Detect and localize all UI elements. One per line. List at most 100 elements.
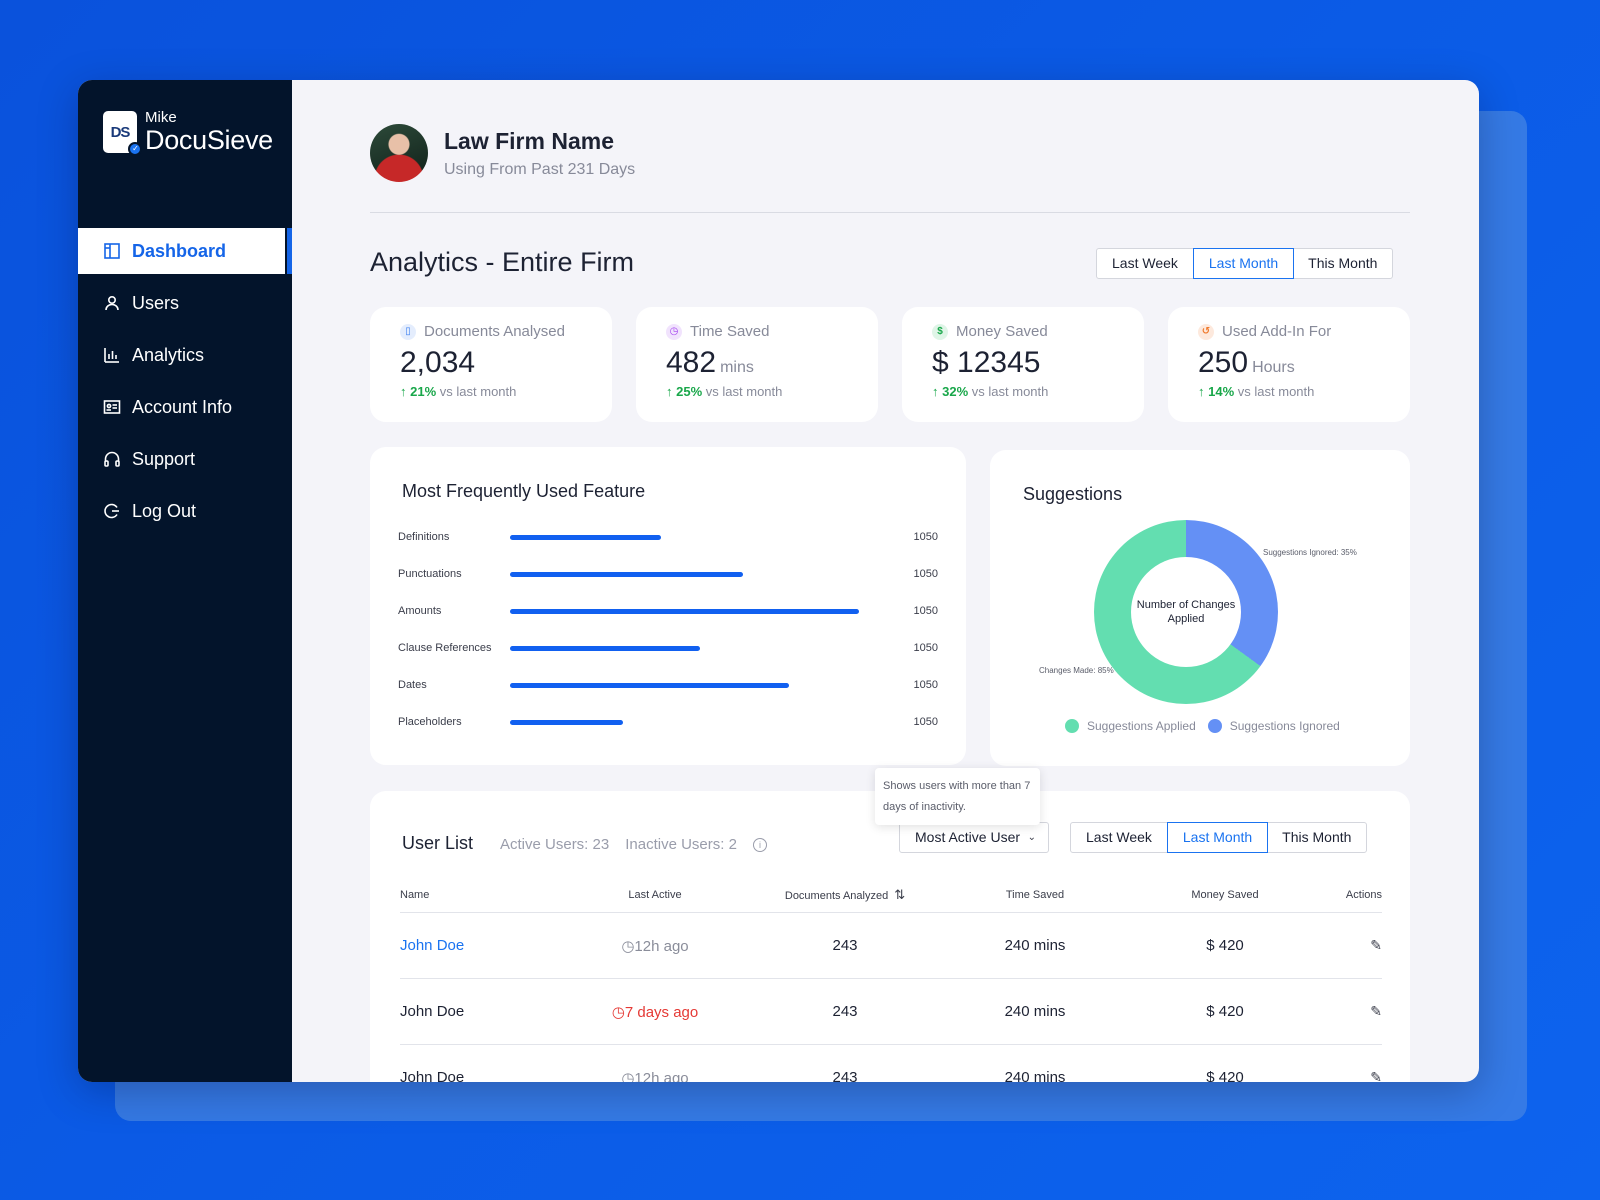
- sidebar-item-label: Support: [132, 448, 196, 469]
- feature-bar-track: [510, 645, 898, 651]
- col-documents[interactable]: Documents Analyzed ⇅: [730, 887, 960, 903]
- info-icon[interactable]: i: [752, 837, 767, 852]
- brand-small-text: Mike: [145, 109, 177, 126]
- inactive-users-count: Inactive Users: 2: [625, 836, 737, 853]
- user-table: Name Last Active Documents Analyzed ⇅ Tim…: [400, 877, 1382, 1082]
- col-money-saved[interactable]: Money Saved: [1191, 888, 1259, 901]
- documents-analyzed: 243: [832, 1003, 858, 1020]
- time-saved: 240 mins: [1004, 937, 1066, 954]
- range-last-week[interactable]: Last Week: [1071, 823, 1168, 852]
- user-range-selector: Last Week Last Month This Month: [1070, 822, 1368, 853]
- dollar-icon: $: [932, 323, 948, 340]
- analytics-range-selector: Last Week Last Month This Month: [1096, 248, 1394, 279]
- row-actions: ✎: [1340, 1069, 1382, 1082]
- stat-delta-value: 25%: [676, 384, 703, 399]
- col-name[interactable]: Name: [400, 888, 430, 901]
- clock-icon: ◷: [621, 937, 635, 955]
- user-name[interactable]: John Doe: [400, 1069, 465, 1082]
- table-header: Name Last Active Documents Analyzed ⇅ Tim…: [400, 877, 1382, 913]
- stat-cards: ▯ Documents Analysed 2,034 ↑ 21% vs last…: [370, 307, 1410, 422]
- money-saved: $ 420: [1206, 937, 1244, 954]
- feature-bar: [510, 534, 662, 540]
- last-active: ◷7 days ago: [580, 1003, 730, 1021]
- user-icon: [102, 293, 122, 313]
- col-last-active[interactable]: Last Active: [628, 888, 682, 901]
- range-last-month[interactable]: Last Month: [1166, 822, 1269, 853]
- chart-legend: Suggestions Applied Suggestions Ignored: [1065, 719, 1352, 733]
- row-actions: ✎: [1340, 1003, 1382, 1020]
- clock-icon: ◷: [666, 323, 682, 340]
- stat-label: Money Saved: [956, 323, 1048, 340]
- sidebar-item-users[interactable]: Users: [78, 280, 292, 326]
- feature-value: 1050: [913, 531, 938, 543]
- table-row[interactable]: John Doe ◷7 days ago 243 240 mins $ 420 ✎: [400, 979, 1382, 1045]
- avatar[interactable]: [370, 124, 428, 182]
- legend-label: Suggestions Ignored: [1229, 719, 1340, 733]
- row-actions: ✎: [1340, 937, 1382, 954]
- bar-chart-icon: [102, 345, 122, 365]
- stat-value: 250: [1198, 346, 1249, 379]
- range-last-week[interactable]: Last Week: [1097, 249, 1194, 278]
- stat-card-time-saved: ◷ Time Saved 482 mins ↑ 25% vs last month: [636, 307, 878, 422]
- inactivity-tooltip: Shows users with more than 7 days of ina…: [875, 768, 1040, 825]
- table-row[interactable]: John Doe ◷12h ago 243 240 mins $ 420 ✎: [400, 913, 1382, 979]
- feature-bar-track: [510, 682, 898, 688]
- dashboard-icon: [102, 241, 122, 261]
- stat-card-money-saved: $ Money Saved $ 12345 ↑ 32% vs last mont…: [902, 307, 1144, 422]
- money-saved: $ 420: [1206, 1003, 1244, 1020]
- user-name[interactable]: John Doe: [400, 937, 465, 954]
- stat-value: 482: [666, 346, 717, 379]
- stat-card-documents: ▯ Documents Analysed 2,034 ↑ 21% vs last…: [370, 307, 612, 422]
- range-last-month[interactable]: Last Month: [1192, 248, 1295, 279]
- check-icon: ✓: [128, 142, 142, 156]
- user-name[interactable]: John Doe: [400, 1003, 465, 1020]
- feature-label: Punctuations: [398, 568, 462, 580]
- stat-label: Used Add-In For: [1222, 323, 1332, 340]
- clock-icon: ◷: [621, 1069, 635, 1083]
- range-this-month[interactable]: This Month: [1308, 255, 1378, 271]
- sidebar: DS ✓ Mike DocuSieve Dashboard Users: [78, 80, 292, 1082]
- suggestions-donut-chart: Number of Changes Applied: [1094, 520, 1278, 704]
- sort-select[interactable]: Most Active User ⌄: [899, 822, 1049, 853]
- last-active-text: 12h ago: [634, 937, 689, 955]
- table-row[interactable]: John Doe ◷12h ago 243 240 mins $ 420 ✎: [400, 1045, 1382, 1082]
- user-counts: Active Users: 23 Inactive Users: 2 i: [500, 836, 783, 853]
- feature-bar: [510, 645, 701, 651]
- suggestions-title: Suggestions: [1023, 484, 1123, 504]
- col-actions: Actions: [1345, 888, 1382, 901]
- id-card-icon: [102, 397, 122, 417]
- feature-row: Clause References 1050: [398, 640, 938, 656]
- stat-label: Documents Analysed: [424, 323, 565, 340]
- edit-icon[interactable]: ✎: [1370, 1003, 1382, 1019]
- stat-delta-percent: ↑ 14%: [1198, 384, 1235, 399]
- firm-profile: Law Firm Name Using From Past 231 Days: [370, 124, 635, 182]
- time-saved: 240 mins: [1004, 1003, 1066, 1020]
- brand-logo[interactable]: DS ✓ Mike DocuSieve: [103, 109, 273, 156]
- stat-delta-value: 21%: [410, 384, 437, 399]
- sidebar-item-log-out[interactable]: Log Out: [78, 488, 292, 534]
- feature-value: 1050: [913, 642, 938, 654]
- feature-label: Clause References: [398, 642, 492, 654]
- user-list-title: User List: [402, 833, 474, 853]
- edit-icon[interactable]: ✎: [1370, 937, 1382, 953]
- stat-delta-percent: ↑ 21%: [400, 384, 437, 399]
- stat-delta-text: vs last month: [1237, 384, 1315, 399]
- sidebar-item-account-info[interactable]: Account Info: [78, 384, 292, 430]
- edit-icon[interactable]: ✎: [1370, 1069, 1382, 1082]
- legend-swatch: [1065, 719, 1079, 733]
- range-this-month[interactable]: This Month: [1282, 829, 1352, 845]
- feature-value: 1050: [913, 716, 938, 728]
- feature-value: 1050: [913, 568, 938, 580]
- stat-value: $ 12345: [932, 346, 1041, 379]
- feature-bar-track: [510, 534, 898, 540]
- col-documents-label: Documents Analyzed: [784, 889, 889, 902]
- col-time-saved[interactable]: Time Saved: [1005, 888, 1065, 901]
- feature-row: Dates 1050: [398, 677, 938, 693]
- logout-icon: [102, 501, 122, 521]
- stat-delta-text: vs last month: [439, 384, 517, 399]
- sidebar-item-dashboard[interactable]: Dashboard: [78, 228, 292, 274]
- sort-icon[interactable]: ⇅: [894, 886, 906, 902]
- sidebar-item-analytics[interactable]: Analytics: [78, 332, 292, 378]
- sidebar-item-support[interactable]: Support: [78, 436, 292, 482]
- feature-bar-track: [510, 608, 898, 614]
